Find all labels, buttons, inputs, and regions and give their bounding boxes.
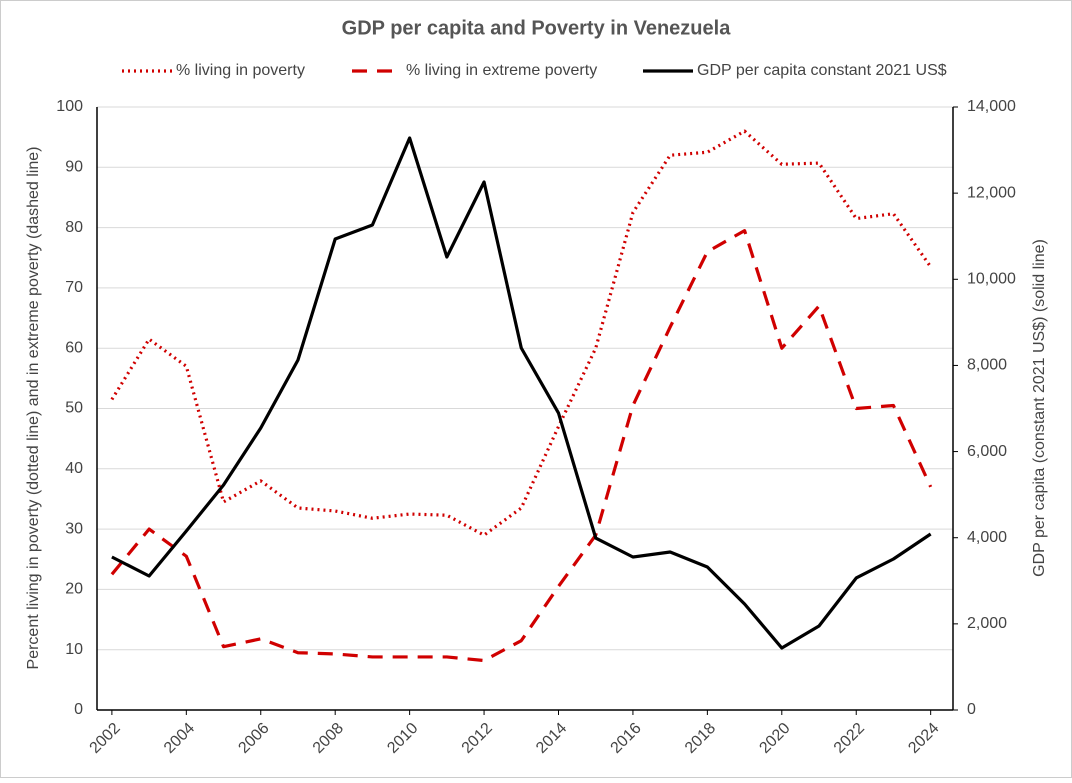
y2-tick-label: 2,000: [967, 615, 1007, 632]
y2-tick-label: 4,000: [967, 529, 1007, 546]
y-tick-label: 50: [65, 400, 83, 417]
legend-label: % living in poverty: [176, 62, 305, 79]
chart-title: GDP per capita and Poverty in Venezuela: [342, 17, 732, 39]
series-line: [111, 136, 932, 650]
y-axis-label: Percent living in poverty (dotted line) …: [25, 147, 42, 670]
y-tick-label: 100: [56, 98, 83, 115]
legend-label: GDP per capita constant 2021 US$: [697, 62, 947, 79]
y-tick-label: 0: [74, 701, 83, 718]
y2-tick-label: 12,000: [967, 184, 1016, 201]
y-tick-label: 20: [65, 581, 83, 598]
y-tick-label: 70: [65, 279, 83, 296]
y-tick-label: 80: [65, 219, 83, 236]
y2-axis-label: GDP per capita (constant 2021 US$) (soli…: [1031, 239, 1048, 577]
legend-label: % living in extreme poverty: [406, 62, 597, 79]
y-tick-label: 30: [65, 520, 83, 537]
y2-tick-label: 0: [967, 701, 976, 718]
y-tick-label: 10: [65, 641, 83, 658]
y2-tick-label: 8,000: [967, 357, 1007, 374]
series-line: [110, 229, 933, 663]
y-tick-label: 40: [65, 460, 83, 477]
y-tick-label: 60: [65, 339, 83, 356]
y2-tick-label: 14,000: [967, 98, 1016, 115]
y2-tick-label: 10,000: [967, 271, 1016, 288]
y-tick-label: 90: [65, 159, 83, 176]
y2-tick-label: 6,000: [967, 443, 1007, 460]
